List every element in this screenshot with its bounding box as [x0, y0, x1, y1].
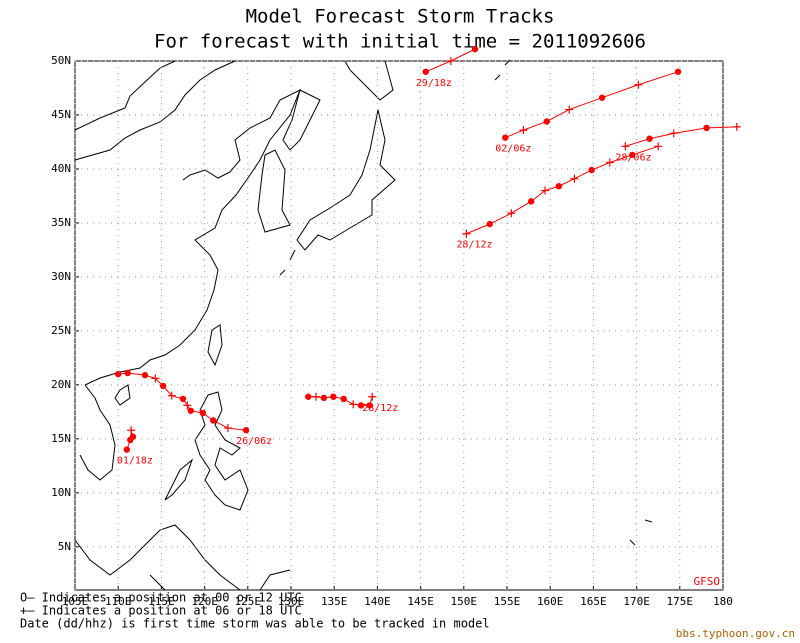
- position-00-12: [320, 394, 328, 402]
- track-start-label: 26/06z: [236, 436, 272, 447]
- x-tick-label: 150E: [451, 595, 478, 608]
- y-tick-label: 20N: [51, 378, 71, 391]
- x-tick-label: 170E: [623, 595, 650, 608]
- position-06-18: [349, 400, 358, 409]
- position-00-12: [115, 370, 122, 378]
- position-00-12: [199, 409, 207, 417]
- position-00-12: [646, 135, 653, 142]
- position-00-12: [357, 402, 365, 409]
- position-00-12: [629, 151, 636, 159]
- position-06-18: [183, 401, 192, 410]
- x-tick-label: 110E: [105, 595, 132, 608]
- x-tick-label: 130E: [278, 595, 305, 608]
- position-06-18: [462, 229, 471, 238]
- note: Date (dd/hhz) is first time storm was ab…: [20, 617, 490, 631]
- track-start-label: 28/12z: [362, 403, 398, 414]
- position-06-18: [127, 426, 136, 435]
- track-start-label: 02/06z: [495, 144, 531, 155]
- position-06-18: [654, 142, 663, 151]
- position-00-12: [543, 118, 550, 125]
- plot-frame: [74, 60, 724, 591]
- position-00-12: [124, 369, 131, 377]
- x-tick-label: 105E: [62, 595, 89, 608]
- note: O— Indicates a position at 00 or 12 UTC: [20, 591, 302, 605]
- note: +— Indicates a position at 06 or 18 UTC: [20, 604, 302, 618]
- position-06-18: [669, 129, 678, 138]
- y-tick-label: 10N: [51, 486, 71, 499]
- position-00-12: [159, 382, 167, 390]
- track-start-label: 29/18z: [416, 78, 452, 89]
- x-tick-label: 155E: [494, 595, 521, 608]
- x-tick-label: 115E: [148, 595, 175, 608]
- position-00-12: [527, 198, 535, 205]
- position-00-12: [187, 407, 194, 414]
- y-tick-label: 30N: [51, 270, 71, 283]
- position-06-18: [732, 122, 741, 131]
- position-00-12: [242, 427, 250, 434]
- y-tick-label: 40N: [51, 162, 71, 175]
- position-06-18: [621, 142, 630, 151]
- position-06-18: [167, 391, 176, 400]
- y-tick-label: 5N: [58, 540, 71, 553]
- position-06-18: [565, 105, 574, 114]
- position-06-18: [570, 174, 579, 183]
- position-00-12: [486, 220, 493, 228]
- position-06-18: [368, 392, 377, 401]
- x-tick-label: 145E: [407, 595, 434, 608]
- y-tick-label: 15N: [51, 432, 71, 445]
- chart-subtitle: For forecast with initial time = 2011092…: [154, 31, 646, 53]
- x-tick-label: 165E: [580, 595, 607, 608]
- y-tick-label: 35N: [51, 216, 71, 229]
- position-00-12: [555, 183, 563, 190]
- position-06-18: [151, 374, 160, 383]
- position-00-12: [502, 134, 509, 141]
- position-06-18: [446, 57, 455, 65]
- x-tick-label: 160E: [537, 595, 564, 608]
- position-00-12: [703, 124, 710, 132]
- position-00-12: [366, 402, 373, 409]
- y-tick-label: 50N: [51, 54, 71, 67]
- source-label: GFSO: [694, 575, 721, 588]
- x-tick-label: 175E: [667, 595, 694, 608]
- position-00-12: [179, 395, 187, 403]
- position-06-18: [223, 424, 232, 433]
- position-00-12: [210, 417, 217, 424]
- x-tick-label: 120E: [191, 595, 218, 608]
- track-start-label: 28/06z: [615, 152, 651, 163]
- position-00-12: [422, 68, 429, 75]
- position-00-12: [598, 94, 606, 101]
- position-00-12: [588, 166, 595, 174]
- y-tick-label: 45N: [51, 108, 71, 121]
- position-06-18: [541, 186, 550, 195]
- credit: bbs.typhoon.gov.cn: [676, 627, 795, 640]
- position-00-12: [141, 371, 149, 379]
- x-tick-label: 140E: [364, 595, 391, 608]
- x-tick-label: 180: [713, 595, 733, 608]
- position-00-12: [305, 393, 312, 400]
- position-00-12: [123, 446, 131, 453]
- track-start-label: 01/18z: [117, 456, 153, 467]
- position-00-12: [674, 68, 682, 75]
- x-tick-label: 125E: [235, 595, 262, 608]
- y-tick-label: 25N: [51, 324, 71, 337]
- position-00-12: [471, 45, 479, 53]
- position-00-12: [330, 393, 337, 400]
- position-00-12: [340, 395, 347, 403]
- x-tick-label: 135E: [321, 595, 348, 608]
- position-06-18: [507, 209, 516, 218]
- position-06-18: [634, 80, 643, 89]
- track-line: [625, 126, 737, 147]
- coastlines: [74, 59, 653, 591]
- position-00-12: [129, 433, 137, 440]
- track-line: [505, 71, 679, 139]
- chart-title: Model Forecast Storm Tracks: [246, 6, 555, 28]
- position-06-18: [312, 392, 321, 401]
- position-06-18: [519, 126, 528, 135]
- track-start-label: 28/12z: [456, 240, 492, 251]
- position-06-18: [605, 158, 614, 167]
